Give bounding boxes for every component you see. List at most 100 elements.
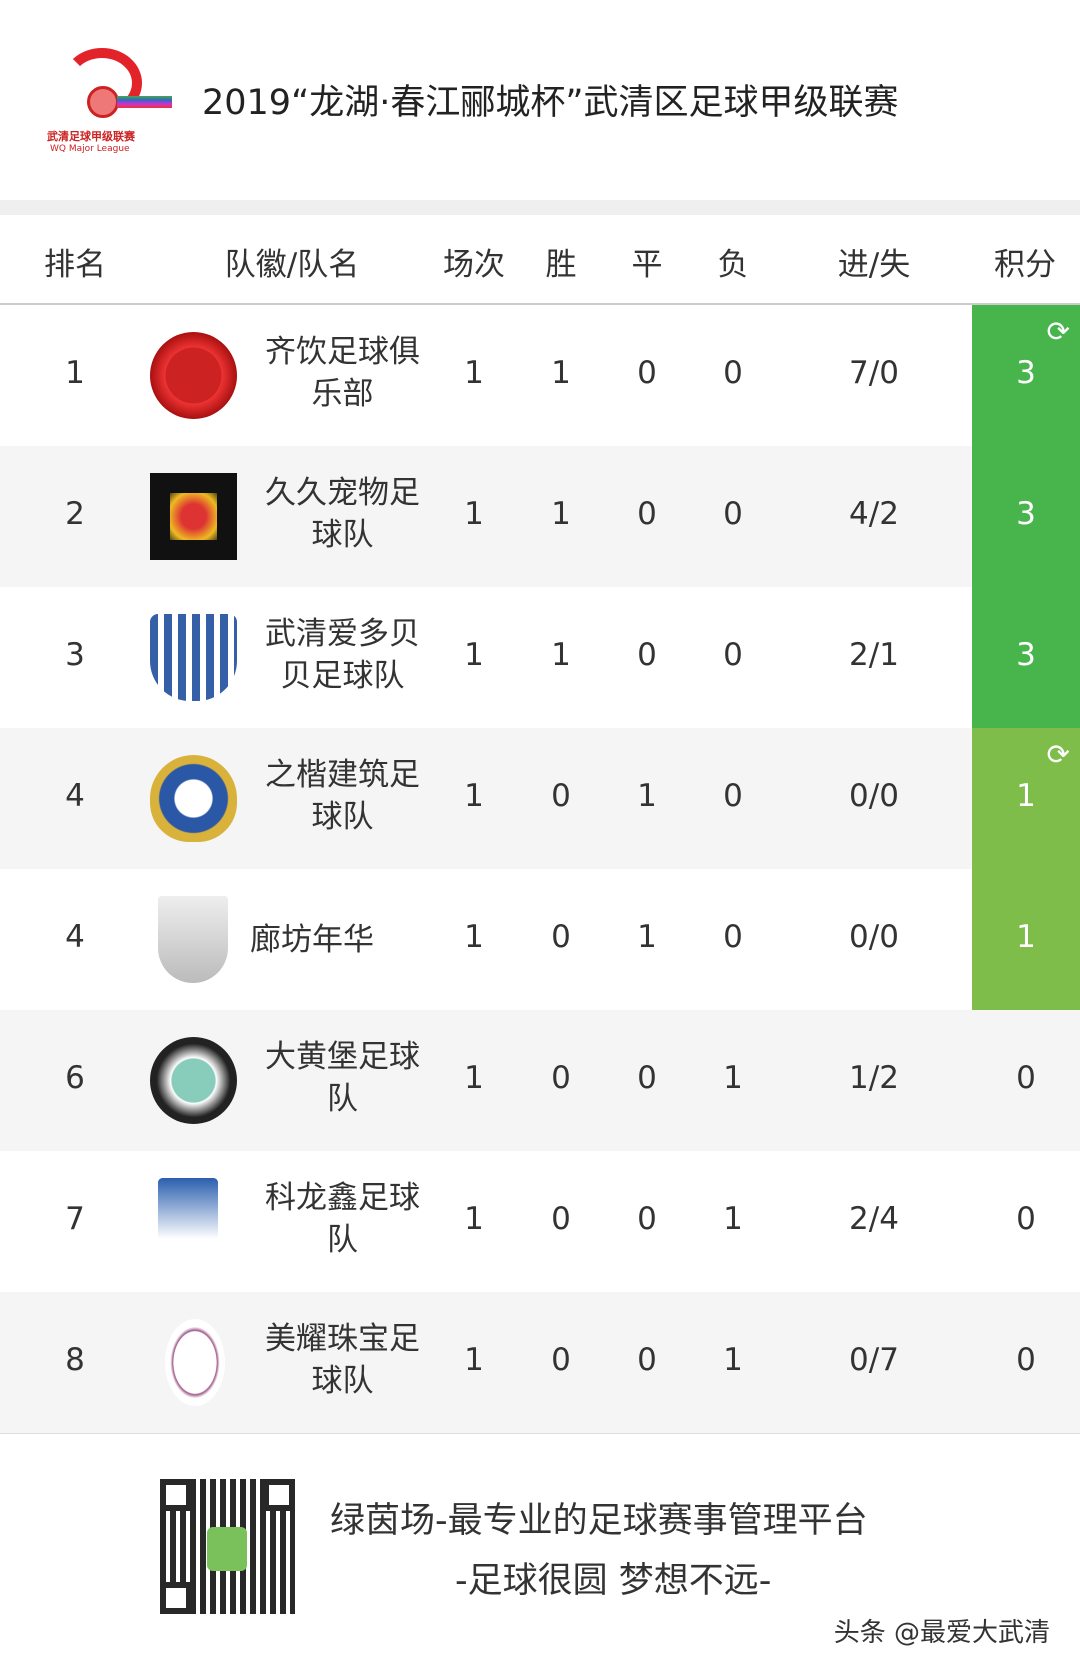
played: 1 bbox=[464, 919, 484, 955]
table-row[interactable]: 8 美耀珠宝足球队 1 0 0 1 0/7 0 bbox=[0, 1292, 1080, 1433]
lost: 1 bbox=[723, 1060, 743, 1096]
lost: 0 bbox=[723, 919, 743, 955]
points-cell: ⟳ 1 bbox=[972, 728, 1080, 869]
standings-table: 1 齐饮足球俱乐部 1 1 0 0 7/0 ⟳ 3 2 久久宠物足球队 1 1 … bbox=[0, 305, 1080, 1433]
won: 1 bbox=[551, 637, 571, 673]
points-cell: ⟳ 3 bbox=[972, 305, 1080, 446]
team-badge bbox=[150, 614, 237, 701]
divider bbox=[0, 200, 1080, 215]
played: 1 bbox=[464, 496, 484, 532]
goals: 0/0 bbox=[849, 919, 899, 955]
points: 1 bbox=[1016, 919, 1036, 955]
watermark: 头条 @最爱大武清 bbox=[833, 1618, 1050, 1648]
table-row[interactable]: 6 大黄堡足球队 1 0 0 1 1/2 0 bbox=[0, 1010, 1080, 1151]
table-row[interactable]: 2 久久宠物足球队 1 1 0 0 4/2 3 bbox=[0, 446, 1080, 587]
rank: 2 bbox=[65, 496, 85, 532]
table-header: 排名 队徽/队名 场次 胜 平 负 进/失 积分 bbox=[0, 215, 1080, 305]
won: 0 bbox=[551, 1060, 571, 1096]
lost: 0 bbox=[723, 778, 743, 814]
won: 0 bbox=[551, 919, 571, 955]
points: 3 bbox=[1016, 496, 1036, 532]
played: 1 bbox=[464, 355, 484, 391]
lost: 1 bbox=[723, 1342, 743, 1378]
drawn: 1 bbox=[637, 778, 657, 814]
col-won: 胜 bbox=[545, 247, 577, 283]
rank: 7 bbox=[65, 1201, 85, 1237]
team-badge bbox=[165, 1319, 225, 1406]
team-name[interactable]: 齐饮足球俱乐部 bbox=[265, 334, 420, 412]
lost: 0 bbox=[723, 637, 743, 673]
page-title: 2019“龙湖·春江郦城杯”武清区足球甲级联赛 bbox=[202, 83, 899, 123]
drawn: 0 bbox=[637, 1342, 657, 1378]
goals: 0/0 bbox=[849, 778, 899, 814]
points-cell: 3 bbox=[972, 587, 1080, 728]
points: 3 bbox=[1016, 637, 1036, 673]
table-row[interactable]: 7 科龙鑫足球队 1 0 0 1 2/4 0 bbox=[0, 1151, 1080, 1292]
team-badge bbox=[150, 755, 237, 842]
points-cell: 1 bbox=[972, 869, 1080, 1010]
team-name[interactable]: 大黄堡足球队 bbox=[265, 1039, 420, 1117]
refresh-icon: ⟳ bbox=[1046, 315, 1070, 348]
won: 1 bbox=[551, 355, 571, 391]
goals: 4/2 bbox=[849, 496, 899, 532]
goals: 0/7 bbox=[849, 1342, 899, 1378]
slogan: 绿茵场-最专业的足球赛事管理平台 bbox=[330, 1501, 868, 1541]
col-points: 积分 bbox=[994, 247, 1056, 283]
refresh-icon: ⟳ bbox=[1046, 738, 1070, 771]
lost: 1 bbox=[723, 1201, 743, 1237]
drawn: 0 bbox=[637, 1201, 657, 1237]
team-badge bbox=[158, 896, 228, 983]
goals: 7/0 bbox=[849, 355, 899, 391]
rank: 4 bbox=[65, 919, 85, 955]
points-cell: 0 bbox=[972, 1010, 1080, 1151]
goals: 2/4 bbox=[849, 1201, 899, 1237]
team-badge bbox=[150, 1037, 237, 1124]
rank: 4 bbox=[65, 778, 85, 814]
played: 1 bbox=[464, 778, 484, 814]
table-row[interactable]: 1 齐饮足球俱乐部 1 1 0 0 7/0 ⟳ 3 bbox=[0, 305, 1080, 446]
drawn: 1 bbox=[637, 919, 657, 955]
team-badge bbox=[150, 332, 237, 419]
points: 1 bbox=[1016, 778, 1036, 814]
page-header: 武清足球甲级联赛 WQ Major League 2019“龙湖·春江郦城杯”武… bbox=[0, 0, 1080, 200]
team-name[interactable]: 美耀珠宝足球队 bbox=[265, 1321, 420, 1399]
team-name[interactable]: 久久宠物足球队 bbox=[265, 475, 420, 553]
table-row[interactable]: 3 武清爱多贝贝足球队 1 1 0 0 2/1 3 bbox=[0, 587, 1080, 728]
table-row[interactable]: 4 廊坊年华 1 0 1 0 0/0 1 bbox=[0, 869, 1080, 1010]
played: 1 bbox=[464, 1342, 484, 1378]
won: 0 bbox=[551, 778, 571, 814]
drawn: 0 bbox=[637, 1060, 657, 1096]
col-lost: 负 bbox=[717, 247, 749, 283]
team-badge bbox=[150, 473, 237, 560]
won: 0 bbox=[551, 1201, 571, 1237]
goals: 1/2 bbox=[849, 1060, 899, 1096]
rank: 8 bbox=[65, 1342, 85, 1378]
team-badge bbox=[158, 1178, 218, 1265]
points-cell: 0 bbox=[972, 1292, 1080, 1433]
drawn: 0 bbox=[637, 355, 657, 391]
points-cell: 3 bbox=[972, 446, 1080, 587]
points: 0 bbox=[1016, 1201, 1036, 1237]
rank: 3 bbox=[65, 637, 85, 673]
goals: 2/1 bbox=[849, 637, 899, 673]
team-name[interactable]: 科龙鑫足球队 bbox=[265, 1180, 420, 1258]
points: 0 bbox=[1016, 1342, 1036, 1378]
drawn: 0 bbox=[637, 496, 657, 532]
points: 3 bbox=[1016, 355, 1036, 391]
footer: 绿茵场-最专业的足球赛事管理平台 -足球很圆 梦想不远- 头条 @最爱大武清 bbox=[0, 1433, 1080, 1662]
col-goals: 进/失 bbox=[837, 247, 911, 283]
table-row[interactable]: 4 之楷建筑足球队 1 0 1 0 0/0 ⟳ 1 bbox=[0, 728, 1080, 869]
team-name[interactable]: 之楷建筑足球队 bbox=[265, 757, 420, 835]
points-cell: 0 bbox=[972, 1151, 1080, 1292]
col-played: 场次 bbox=[443, 247, 505, 283]
won: 1 bbox=[551, 496, 571, 532]
col-team: 队徽/队名 bbox=[224, 247, 360, 283]
played: 1 bbox=[464, 1060, 484, 1096]
played: 1 bbox=[464, 1201, 484, 1237]
team-name[interactable]: 武清爱多贝贝足球队 bbox=[265, 616, 420, 694]
rank: 6 bbox=[65, 1060, 85, 1096]
team-name[interactable]: 廊坊年华 bbox=[250, 922, 374, 958]
drawn: 0 bbox=[637, 637, 657, 673]
col-rank: 排名 bbox=[44, 247, 106, 283]
lost: 0 bbox=[723, 355, 743, 391]
